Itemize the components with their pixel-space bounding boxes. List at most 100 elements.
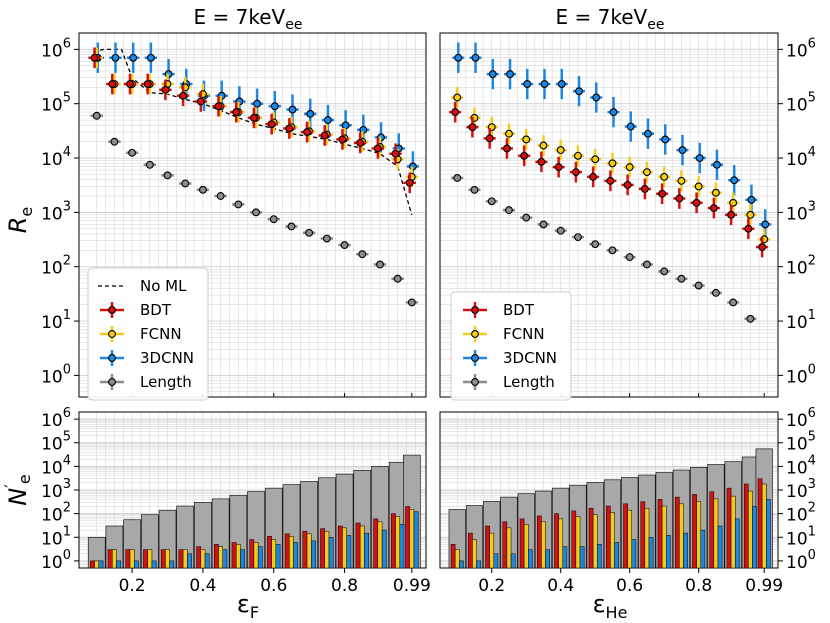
bar-bdt bbox=[640, 501, 646, 569]
point-length bbox=[520, 213, 533, 222]
bar-fcnn bbox=[235, 544, 241, 569]
point-fcnn bbox=[709, 182, 722, 204]
y-tick-label: 103 bbox=[786, 477, 816, 502]
point-3dcnn bbox=[624, 111, 637, 142]
y-tick-label: 100 bbox=[786, 548, 816, 573]
bar-3dcnn bbox=[528, 549, 533, 569]
bar-3dcnn bbox=[579, 546, 585, 569]
marker bbox=[288, 105, 297, 114]
marker bbox=[232, 108, 241, 117]
bar-3dcnn bbox=[734, 518, 740, 569]
x-tick-label: 0.99 bbox=[745, 576, 783, 596]
bar-fcnn bbox=[324, 530, 330, 569]
bar-fcnn bbox=[454, 549, 460, 569]
marker bbox=[520, 151, 529, 160]
bar-bdt bbox=[160, 549, 166, 569]
bar-3dcnn bbox=[364, 532, 369, 569]
legend-marker bbox=[108, 378, 116, 386]
bar-fcnn bbox=[661, 505, 667, 569]
y-tick-label: 101 bbox=[786, 524, 816, 549]
point-bdt bbox=[725, 204, 738, 226]
point-length bbox=[623, 253, 636, 262]
bar-fcnn bbox=[713, 498, 719, 569]
legend-box bbox=[450, 291, 572, 401]
marker bbox=[537, 157, 546, 166]
point-length bbox=[196, 185, 210, 194]
bar-bdt bbox=[757, 478, 763, 569]
bar-3dcnn bbox=[204, 553, 210, 569]
point-bdt bbox=[690, 192, 703, 214]
point-length bbox=[451, 173, 464, 182]
bar-fcnn bbox=[271, 539, 277, 569]
marker bbox=[305, 228, 314, 237]
marker bbox=[746, 210, 755, 219]
bar-3dcnn bbox=[597, 544, 602, 569]
point-bdt bbox=[389, 143, 402, 165]
point-length bbox=[727, 298, 740, 307]
point-fcnn bbox=[537, 135, 550, 156]
marker bbox=[591, 240, 600, 249]
x-tick-label: 0.4 bbox=[189, 576, 216, 596]
bar-3dcnn bbox=[151, 560, 157, 569]
marker bbox=[575, 87, 583, 96]
point-bdt bbox=[707, 197, 720, 219]
point-bdt bbox=[336, 129, 349, 150]
x-tick-label: 0.8 bbox=[331, 576, 358, 596]
point-fcnn bbox=[640, 161, 653, 183]
bar-fcnn bbox=[289, 536, 294, 569]
marker bbox=[523, 80, 532, 88]
x-tick-label: 0.6 bbox=[260, 576, 287, 596]
marker bbox=[92, 111, 101, 120]
bar-bdt bbox=[320, 528, 325, 569]
bar-bdt bbox=[107, 549, 113, 569]
bar-fcnn bbox=[147, 549, 153, 569]
bar-bdt bbox=[571, 510, 577, 569]
bar-3dcnn bbox=[240, 549, 245, 569]
marker bbox=[539, 220, 548, 229]
legend-box bbox=[87, 267, 209, 401]
point-fcnn bbox=[727, 192, 740, 214]
bar-bdt bbox=[267, 536, 272, 569]
ylabel-top: Re bbox=[4, 207, 36, 234]
point-bdt bbox=[621, 174, 634, 196]
point-fcnn bbox=[623, 156, 636, 178]
bar-fcnn bbox=[748, 490, 753, 569]
y-tick-label: 106 bbox=[786, 36, 816, 61]
bar-fcnn bbox=[253, 542, 259, 569]
point-bdt bbox=[535, 151, 548, 173]
bar-3dcnn bbox=[328, 537, 334, 569]
bar-fcnn bbox=[523, 524, 529, 569]
marker bbox=[522, 135, 531, 144]
marker bbox=[694, 182, 703, 191]
legend-entry-fcnn: FCNN bbox=[100, 325, 182, 343]
marker bbox=[502, 144, 511, 153]
point-bdt bbox=[247, 107, 261, 129]
bar-bdt bbox=[692, 494, 697, 569]
panel-frame bbox=[439, 32, 779, 398]
point-bdt bbox=[673, 188, 686, 209]
marker bbox=[574, 151, 582, 160]
point-bdt bbox=[318, 125, 331, 146]
point-3dcnn bbox=[486, 58, 499, 90]
x-tick-label: 0.2 bbox=[119, 576, 146, 596]
bar-bdt bbox=[588, 507, 594, 569]
point-3dcnn bbox=[728, 165, 741, 196]
marker bbox=[393, 274, 402, 283]
point-length bbox=[709, 288, 722, 297]
point-length bbox=[675, 274, 688, 283]
bar-bdt bbox=[605, 505, 611, 569]
bar-3dcnn bbox=[169, 560, 175, 569]
marker bbox=[625, 253, 634, 262]
point-length bbox=[90, 111, 103, 120]
point-bdt bbox=[283, 118, 296, 139]
point-fcnn bbox=[451, 87, 464, 108]
marker bbox=[252, 208, 260, 217]
marker bbox=[267, 120, 276, 129]
legend-marker bbox=[471, 378, 479, 386]
point-length bbox=[161, 171, 174, 180]
point-3dcnn bbox=[676, 134, 689, 166]
point-length bbox=[502, 206, 516, 215]
x-tick-label: 0.8 bbox=[685, 576, 712, 596]
point-bdt bbox=[300, 121, 314, 143]
